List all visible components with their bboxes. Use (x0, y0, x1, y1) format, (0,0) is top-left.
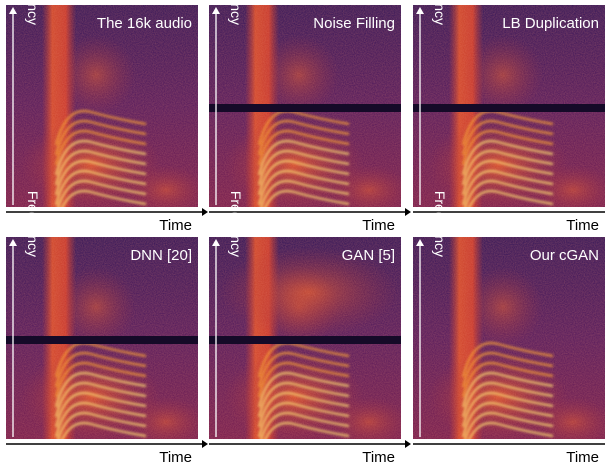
panel-title: The 16k audio (97, 15, 192, 32)
spectrogram (6, 237, 206, 457)
panel-title: Noise Filling (313, 15, 395, 32)
figure: Time Frequency The 16k audio Time Frequency N… (0, 0, 605, 463)
y-label: Frequency (432, 191, 448, 257)
y-label: Frequency (228, 0, 244, 25)
panel-title: LB Duplication (502, 15, 599, 32)
band-gap (413, 104, 605, 112)
panel-title: GAN [5] (342, 247, 395, 264)
grain (6, 5, 198, 207)
band-gap (209, 336, 401, 344)
panel-title: Our cGAN (530, 247, 599, 264)
x-label: Time (566, 449, 599, 463)
spectrogram (413, 237, 605, 457)
time-arrow (405, 208, 411, 216)
x-label: Time (159, 449, 192, 463)
band-gap (209, 104, 401, 112)
panel-title: DNN [20] (130, 247, 192, 264)
x-label: Time (362, 449, 395, 463)
time-arrow (202, 440, 208, 448)
time-arrow (202, 208, 208, 216)
y-label: Frequency (25, 191, 41, 257)
y-label: Frequency (432, 0, 448, 25)
y-label: Frequency (228, 191, 244, 257)
grain (413, 237, 605, 439)
x-label: Time (159, 217, 192, 234)
x-label: Time (362, 217, 395, 234)
y-label: Frequency (25, 0, 41, 25)
spectrogram (209, 237, 409, 457)
band-gap (6, 336, 198, 344)
time-arrow (405, 440, 411, 448)
x-label: Time (566, 217, 599, 234)
